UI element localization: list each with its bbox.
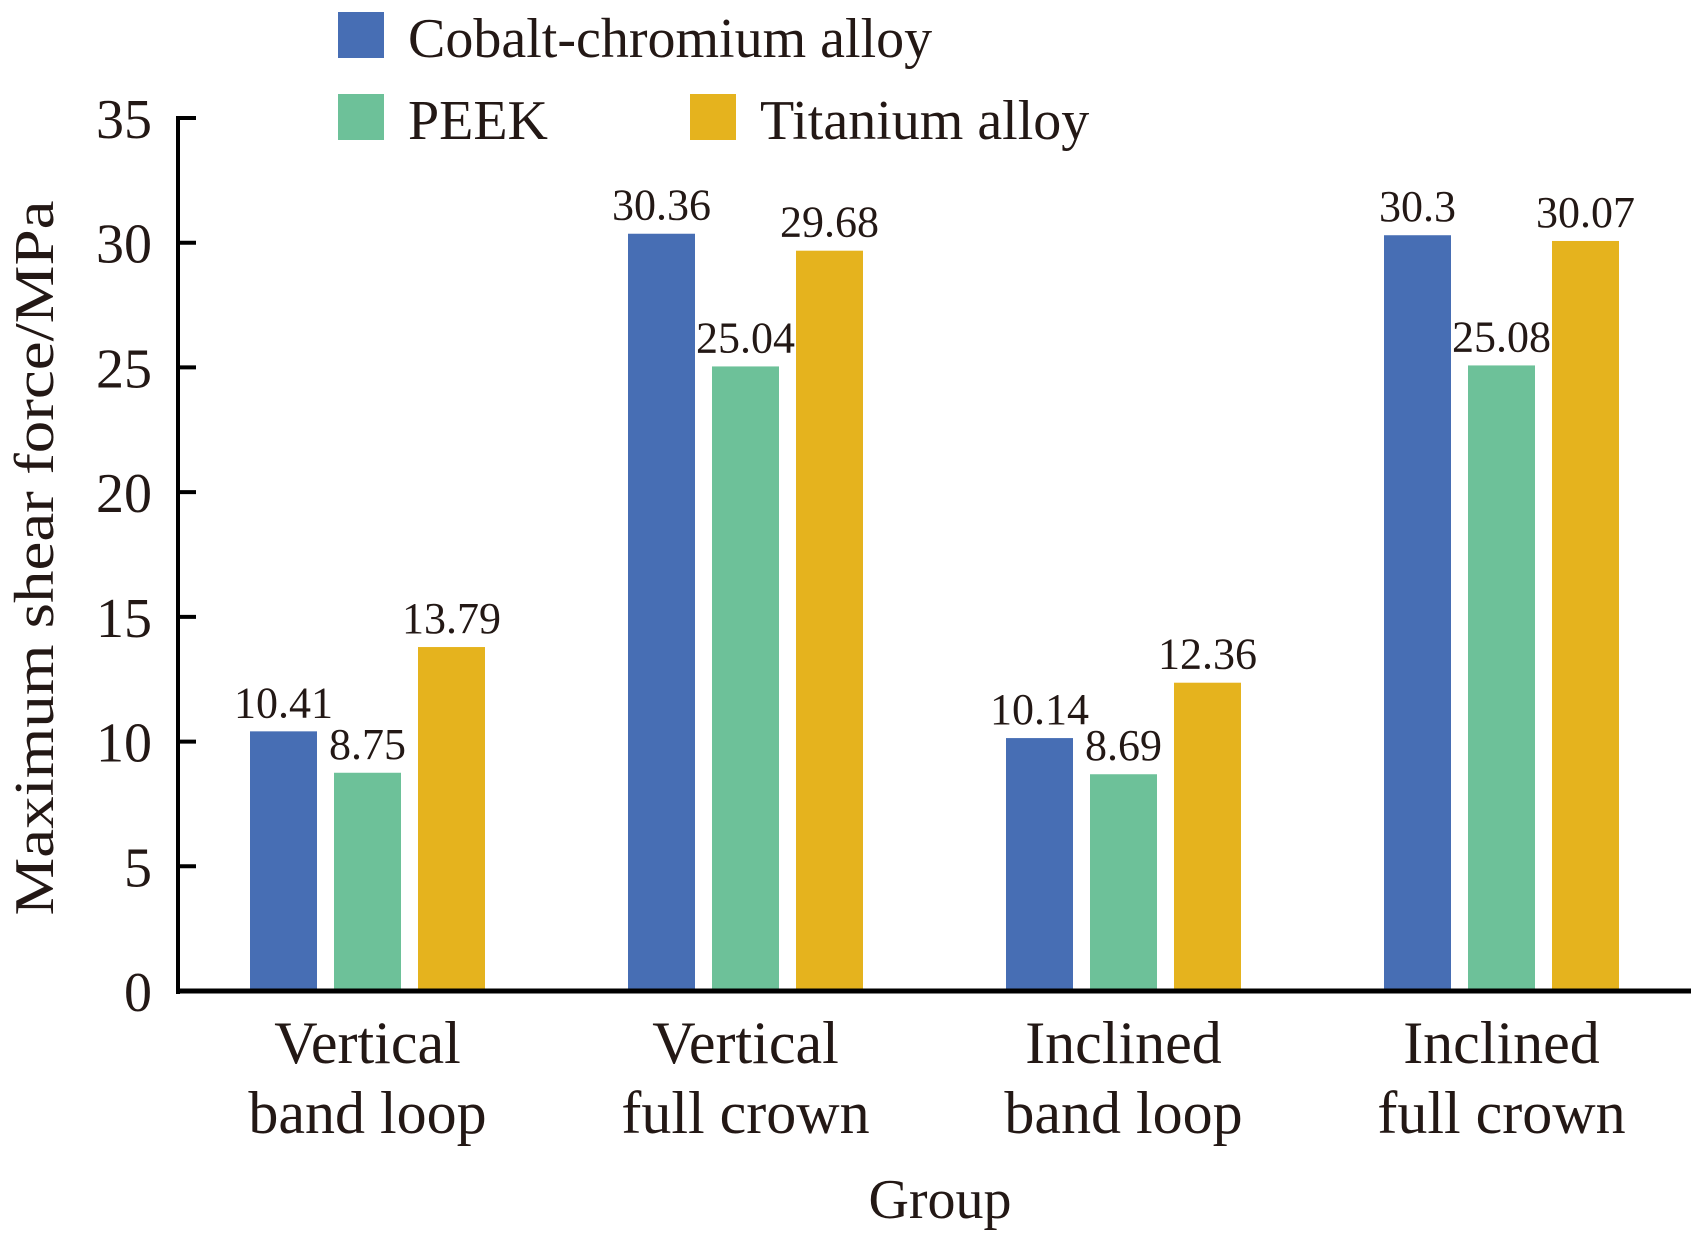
data-label: 8.75 [329, 720, 406, 769]
x-category-label: Inclined [1025, 1010, 1222, 1076]
axes [176, 116, 1691, 994]
x-category-label: band loop [1004, 1080, 1242, 1146]
data-label: 10.14 [990, 685, 1089, 734]
bar-peek [712, 366, 779, 991]
legend-swatch [690, 94, 736, 140]
legend-swatch [338, 12, 384, 58]
data-label: 30.3 [1379, 182, 1456, 231]
data-label: 13.79 [402, 594, 501, 643]
y-tick-label: 15 [96, 588, 152, 650]
legend-label: Cobalt-chromium alloy [408, 8, 932, 70]
bar-titanium-alloy [796, 250, 863, 992]
legend-item: Titanium alloy [690, 90, 1089, 152]
y-tick-label: 5 [124, 837, 152, 899]
bar-peek [1090, 774, 1157, 991]
y-tick-label: 10 [96, 713, 152, 775]
y-tick-label: 0 [124, 962, 152, 1024]
bar-cobalt-chromium-alloy [250, 731, 317, 991]
legend-item: Cobalt-chromium alloy [338, 8, 932, 70]
x-category-label: Vertical [274, 1010, 461, 1076]
x-category-label: Vertical [652, 1010, 839, 1076]
data-label: 10.41 [234, 678, 333, 727]
data-label: 30.07 [1536, 188, 1635, 237]
legend-label: PEEK [408, 90, 548, 152]
y-tick-label: 30 [96, 214, 152, 276]
x-category-label: band loop [248, 1080, 486, 1146]
data-labels: 10.41 30.36 10.14 30.3 8.75 25.04 8.69 25.08 13.… [234, 181, 1635, 771]
y-tick-label: 25 [96, 338, 152, 400]
legend-label: Titanium alloy [760, 90, 1089, 152]
bars [250, 233, 1619, 992]
bar-cobalt-chromium-alloy [1006, 738, 1073, 991]
x-axis-title: Group [868, 1169, 1011, 1231]
bar-cobalt-chromium-alloy [1384, 235, 1451, 991]
data-label: 8.69 [1085, 721, 1162, 770]
bar-cobalt-chromium-alloy [628, 233, 695, 991]
legend-swatch [338, 94, 384, 140]
y-axis-title: Maximum shear force/MPa [4, 200, 66, 915]
bar-peek [334, 772, 401, 991]
bar-titanium-alloy [418, 647, 485, 991]
x-category-label: Inclined [1403, 1010, 1600, 1076]
bar-peek [1468, 365, 1535, 992]
data-label: 25.04 [696, 313, 795, 362]
y-tick-label: 20 [96, 463, 152, 525]
data-label: 12.36 [1158, 630, 1257, 679]
x-category-label: full crown [621, 1080, 869, 1146]
bar-titanium-alloy [1174, 682, 1241, 991]
data-label: 30.36 [612, 181, 711, 230]
bar-titanium-alloy [1552, 240, 1619, 992]
x-category-label: full crown [1377, 1080, 1625, 1146]
data-label: 25.08 [1452, 312, 1551, 361]
data-label: 29.68 [780, 198, 879, 247]
y-tick-label: 35 [96, 89, 152, 151]
legend-item: PEEK [338, 90, 548, 152]
legend: Cobalt-chromium alloy PEEK Titanium alloy [338, 8, 1089, 152]
y-ticks: 0 5 10 15 20 25 30 35 [96, 89, 196, 1024]
